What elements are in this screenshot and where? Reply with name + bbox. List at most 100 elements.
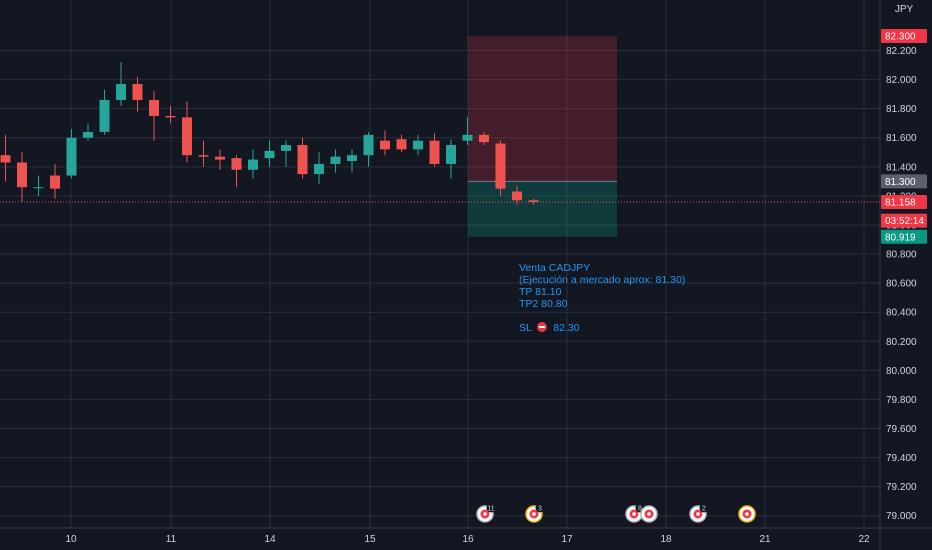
price-label-bg xyxy=(881,174,927,189)
candle-body xyxy=(314,163,324,175)
event-marker-icon[interactable]: 11 xyxy=(476,503,496,523)
event-count-text: 2 xyxy=(702,506,706,513)
candle-body xyxy=(215,156,225,160)
event-marker-icon[interactable] xyxy=(738,505,756,523)
annotation-execution: (Ejecución a mercado aprox: 81.30) xyxy=(519,274,686,286)
price-axis-label[interactable]: 82.300 xyxy=(881,28,927,43)
y-tick-label: 80.400 xyxy=(886,308,917,319)
price-label-bg xyxy=(881,213,927,228)
candle-body xyxy=(330,156,341,164)
x-tick-label: 11 xyxy=(166,534,177,545)
y-tick-label: 80.000 xyxy=(886,366,917,377)
candle-body xyxy=(231,158,242,170)
candle-body xyxy=(132,83,143,100)
annotation-tp2: TP2 80.80 xyxy=(519,298,568,310)
short-position-tool[interactable] xyxy=(0,35,880,237)
currency-label: JPY xyxy=(895,4,914,15)
event-marker-center xyxy=(483,512,487,516)
event-count-badge xyxy=(699,503,709,513)
price-axis-label[interactable]: 03:52:14 xyxy=(881,213,927,228)
annotation-title: Venta CADJPY xyxy=(519,262,591,274)
y-tick-label: 82.200 xyxy=(886,46,917,57)
candle-body xyxy=(297,145,308,175)
candle-body xyxy=(99,99,110,132)
event-marker-center xyxy=(696,512,700,516)
y-tick-label: 79.800 xyxy=(886,395,917,406)
x-tick-label: 15 xyxy=(364,534,376,545)
trade-annotation[interactable]: Venta CADJPY (Ejecución a mercado aprox:… xyxy=(519,262,685,334)
x-tick-label: 17 xyxy=(561,534,573,545)
event-marker-center xyxy=(632,512,636,516)
price-label-text: 80.919 xyxy=(885,232,916,243)
candle-body xyxy=(495,143,506,189)
y-tick-label: 80.600 xyxy=(886,279,917,290)
no-entry-icon xyxy=(537,322,548,332)
y-tick-label: 80.800 xyxy=(886,250,917,261)
event-count-text: 8 xyxy=(638,506,642,513)
price-label-text: 81.158 xyxy=(885,198,916,209)
candle-body xyxy=(429,140,440,164)
event-marker-center xyxy=(745,512,749,516)
candle-body xyxy=(83,131,93,138)
candle-body xyxy=(66,137,77,176)
y-tick-label: 79.600 xyxy=(886,424,917,435)
candle-body xyxy=(479,134,489,143)
x-tick-label: 14 xyxy=(264,534,276,545)
y-tick-label: 79.000 xyxy=(886,511,917,522)
annotation-tp: TP 81.10 xyxy=(519,286,562,298)
event-count-badge xyxy=(486,503,496,513)
candle-body xyxy=(165,115,176,118)
candle-body xyxy=(363,134,374,156)
event-marker-center xyxy=(532,512,536,516)
event-markers[interactable]: 11 3 8 2 xyxy=(476,503,756,523)
candle-body xyxy=(528,200,539,203)
candle-body xyxy=(33,187,44,189)
y-tick-label: 81.600 xyxy=(886,133,917,144)
price-axis-label[interactable]: 81.158 xyxy=(881,195,927,210)
candle-body xyxy=(17,162,27,188)
take-profit-zone[interactable] xyxy=(468,181,617,237)
price-label-bg xyxy=(881,28,927,43)
x-tick-label: 18 xyxy=(660,534,672,545)
candle-body xyxy=(50,175,60,189)
event-count-text: 11 xyxy=(487,506,494,513)
event-marker-center xyxy=(647,512,651,516)
x-axis[interactable]: 10 11 14 15 16 17 18 21 22 xyxy=(65,534,870,545)
candle-body xyxy=(264,150,275,159)
price-label-text: 82.300 xyxy=(885,31,916,42)
x-tick-label: 22 xyxy=(858,534,870,545)
price-label-bg xyxy=(881,229,927,244)
y-tick-label: 79.400 xyxy=(886,453,917,464)
event-count-text: 3 xyxy=(538,506,542,513)
candle-body xyxy=(380,140,390,150)
candles xyxy=(0,62,539,205)
annotation-sl-row: SL 82.30 xyxy=(519,322,685,334)
price-axis-label[interactable]: 81.300 xyxy=(881,174,927,189)
candle-body xyxy=(198,155,209,157)
annotation-sl-label: SL xyxy=(519,322,532,334)
event-marker-icon[interactable]: 3 xyxy=(525,503,545,523)
candle-body xyxy=(149,99,159,116)
candle-body xyxy=(182,117,192,156)
candle-body xyxy=(512,191,522,201)
x-tick-label: 16 xyxy=(462,534,474,545)
price-label-text: 03:52:14 xyxy=(885,216,924,227)
candle-body xyxy=(446,145,456,164)
price-axis-label[interactable]: 80.919 xyxy=(881,229,927,244)
stop-loss-zone[interactable] xyxy=(468,35,617,182)
event-marker-icon[interactable]: 2 xyxy=(689,503,709,523)
candle-body xyxy=(0,155,11,163)
candle-body xyxy=(462,134,473,141)
price-axis[interactable]: 79.000 79.200 79.400 79.600 79.800 80.000 80.2… xyxy=(881,4,927,522)
candle-body xyxy=(116,83,126,100)
candle-body xyxy=(248,159,258,170)
y-tick-label: 81.400 xyxy=(886,162,917,173)
candle-body xyxy=(396,139,407,150)
x-tick-label: 21 xyxy=(759,534,771,545)
y-tick-label: 80.200 xyxy=(886,337,917,348)
event-count-badge xyxy=(535,503,545,513)
event-marker-icon[interactable] xyxy=(640,505,658,523)
